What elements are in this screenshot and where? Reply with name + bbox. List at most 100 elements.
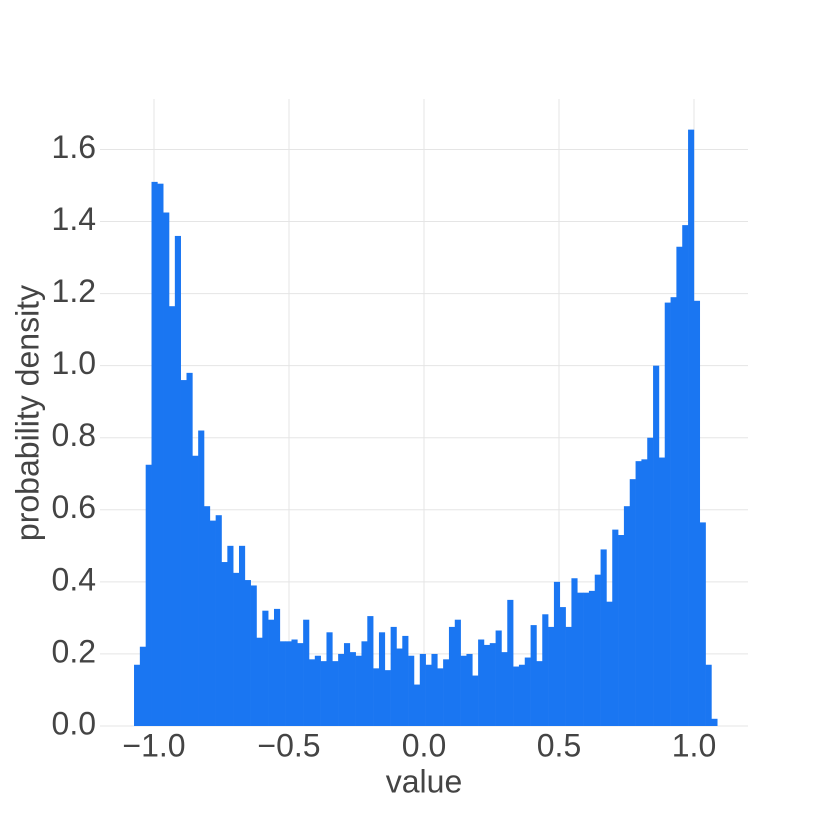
bar xyxy=(658,457,666,726)
bar xyxy=(478,639,485,726)
y-tick-label: 1.0 xyxy=(52,345,96,381)
bar xyxy=(361,641,368,726)
bar xyxy=(472,675,479,726)
y-tick-label: 1.2 xyxy=(52,273,96,309)
bar xyxy=(349,652,356,726)
bar xyxy=(513,666,520,726)
bar xyxy=(396,648,403,726)
bar xyxy=(711,718,718,726)
bar xyxy=(682,225,689,726)
x-tick-label: −0.5 xyxy=(257,727,320,763)
bar xyxy=(553,581,561,726)
bar xyxy=(204,506,211,726)
bar xyxy=(571,578,578,726)
bar xyxy=(542,614,549,726)
bar xyxy=(483,644,491,726)
bar xyxy=(495,630,502,726)
bar xyxy=(373,668,380,726)
bar xyxy=(530,625,537,726)
bar xyxy=(326,632,333,726)
bar xyxy=(413,684,421,726)
bar xyxy=(583,592,590,726)
bar xyxy=(425,664,432,726)
bar xyxy=(448,626,456,726)
bar xyxy=(174,235,181,726)
x-tick-label: 0.0 xyxy=(402,727,446,763)
y-tick-label: 0.2 xyxy=(52,633,96,669)
bar xyxy=(163,212,170,727)
bar xyxy=(594,574,601,726)
bar xyxy=(559,607,566,726)
bar xyxy=(221,562,228,726)
bar xyxy=(285,641,292,726)
bar xyxy=(606,601,613,726)
bar xyxy=(419,653,426,726)
bar xyxy=(268,619,275,726)
bar xyxy=(600,549,607,726)
bar xyxy=(151,181,158,727)
bar xyxy=(169,306,176,726)
bar xyxy=(437,668,444,726)
bar xyxy=(215,515,222,726)
bar xyxy=(390,626,397,726)
bar xyxy=(273,608,281,726)
y-tick-label: 0.4 xyxy=(52,561,96,597)
bar xyxy=(670,297,677,726)
bar xyxy=(291,639,298,726)
y-axis-title: probability density xyxy=(9,285,45,541)
bar xyxy=(227,545,234,726)
bar xyxy=(501,652,508,726)
bar xyxy=(653,365,660,726)
bar xyxy=(577,592,584,726)
bar xyxy=(454,619,461,726)
bar xyxy=(518,664,526,726)
bar xyxy=(320,661,327,726)
bar xyxy=(238,545,246,726)
bar xyxy=(180,380,187,726)
bar xyxy=(134,664,141,726)
bar xyxy=(378,632,386,726)
bar xyxy=(524,657,531,726)
bar xyxy=(145,464,152,726)
bar xyxy=(635,461,642,726)
bar xyxy=(262,610,269,726)
bar xyxy=(431,653,438,726)
bar xyxy=(618,535,625,726)
x-axis-title: value xyxy=(386,763,463,799)
bar xyxy=(565,626,572,726)
y-tick-label: 0.8 xyxy=(52,417,96,453)
x-tick-label: −1.0 xyxy=(122,727,185,763)
bar xyxy=(693,300,701,726)
bar xyxy=(332,661,339,726)
bar xyxy=(489,643,496,726)
x-tick-label: 1.0 xyxy=(672,727,716,763)
bar xyxy=(139,646,146,726)
bar xyxy=(192,455,199,726)
bar xyxy=(507,599,514,726)
y-tick-label: 1.6 xyxy=(52,129,96,165)
bar xyxy=(647,437,654,726)
y-tick-label: 0.0 xyxy=(52,705,96,741)
bar xyxy=(198,430,205,726)
bar xyxy=(314,655,321,726)
bar xyxy=(402,635,409,726)
bar xyxy=(256,637,263,726)
bar xyxy=(623,506,631,726)
bar xyxy=(355,655,362,726)
bar xyxy=(705,664,712,726)
bar xyxy=(157,183,164,726)
bar xyxy=(303,619,310,726)
bar xyxy=(699,522,706,726)
bar xyxy=(338,653,345,726)
bar xyxy=(664,302,671,726)
bar xyxy=(612,529,619,726)
bar xyxy=(367,616,374,726)
bar xyxy=(209,520,216,726)
y-tick-label: 0.6 xyxy=(52,489,96,525)
y-tick-label: 1.4 xyxy=(52,201,96,237)
bar xyxy=(384,670,391,726)
bar xyxy=(688,129,695,727)
bar xyxy=(641,459,648,726)
bar xyxy=(443,659,450,726)
